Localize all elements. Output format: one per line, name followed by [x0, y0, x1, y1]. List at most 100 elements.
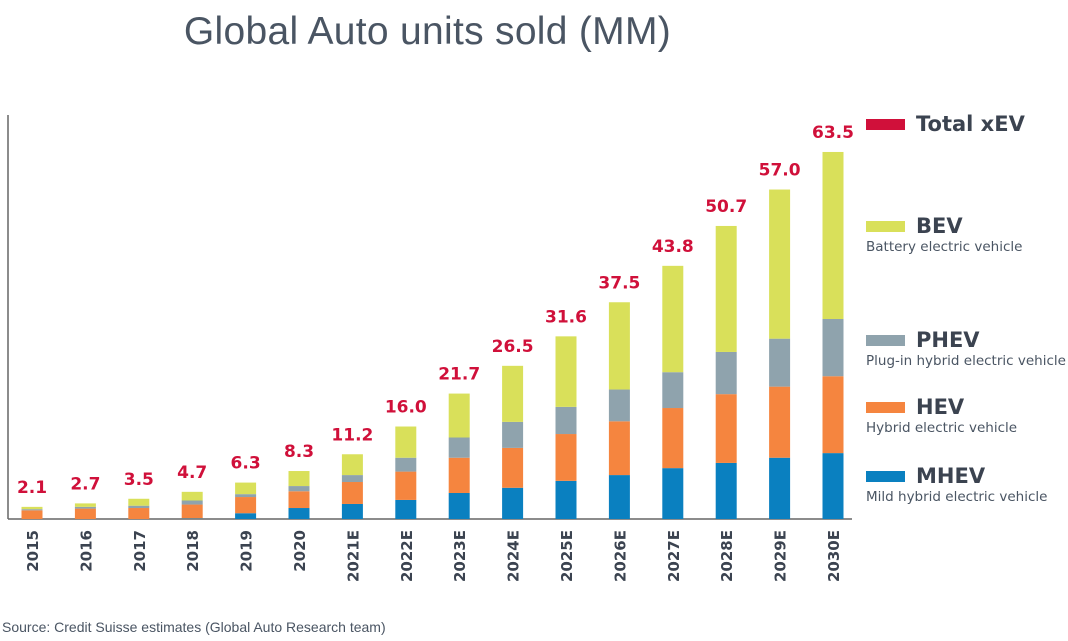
- x-tick-label-2025E: 2025E: [558, 530, 576, 582]
- total-label-2023E: 21.7: [438, 365, 480, 385]
- total-label-2024E: 26.5: [492, 337, 534, 357]
- bar-hev-2026E: [608, 421, 630, 476]
- x-tick-label-2017: 2017: [131, 530, 149, 572]
- bar-phev-2023E: [448, 437, 470, 458]
- bar-bev-2028E: [715, 225, 737, 352]
- bar-hev-2029E: [769, 386, 791, 458]
- bar-bev-2030E: [822, 151, 844, 320]
- legend-label-phev: PHEV: [916, 328, 980, 352]
- total-label-2018: 4.7: [177, 463, 207, 483]
- bar-phev-2017: [128, 505, 150, 509]
- legend-label-hev: HEV: [916, 395, 965, 419]
- bar-hev-2016: [74, 508, 96, 519]
- legend-swatch-phev: [866, 335, 905, 346]
- bar-phev-2021E: [341, 475, 363, 483]
- bar-hev-2028E: [715, 394, 737, 463]
- bar-hev-2017: [128, 508, 150, 519]
- bar-mhev-2018: [181, 518, 203, 519]
- bar-bev-2024E: [502, 365, 524, 422]
- bar-phev-2024E: [502, 421, 524, 448]
- total-label-2021E: 11.2: [331, 425, 373, 445]
- bar-bev-2017: [128, 498, 150, 506]
- bar-hev-2020: [288, 491, 310, 509]
- bar-phev-2018: [181, 500, 203, 505]
- x-tick-label-2019: 2019: [238, 530, 256, 572]
- total-label-2028E: 50.7: [705, 197, 747, 217]
- legend-desc-hev: Hybrid electric vehicle: [866, 420, 1018, 436]
- total-label-2015: 2.1: [17, 478, 47, 498]
- bar-bev-2025E: [555, 336, 577, 407]
- x-tick-label-2026E: 2026E: [611, 530, 629, 582]
- x-tick-label-2015: 2015: [24, 530, 42, 572]
- bar-mhev-2028E: [715, 462, 737, 519]
- bar-mhev-2021E: [341, 503, 363, 519]
- bar-mhev-2024E: [502, 487, 524, 519]
- x-tick-label-2024E: 2024E: [505, 530, 523, 582]
- bar-hev-2015: [21, 510, 43, 519]
- bar-phev-2028E: [715, 351, 737, 395]
- bar-hev-2018: [181, 504, 203, 519]
- bar-hev-2022E: [395, 471, 417, 500]
- bar-hev-2023E: [448, 457, 470, 493]
- bar-mhev-2022E: [395, 499, 417, 519]
- total-label-2027E: 43.8: [652, 237, 694, 257]
- x-tick-label-2016: 2016: [77, 530, 95, 572]
- bar-hev-2030E: [822, 376, 844, 454]
- bar-bev-2016: [74, 503, 96, 507]
- bar-mhev-2019: [235, 513, 257, 519]
- total-label-2030E: 63.5: [812, 123, 854, 143]
- bar-phev-2019: [235, 494, 257, 498]
- legend-swatch-hev: [866, 402, 905, 413]
- bar-phev-2027E: [662, 372, 684, 409]
- chart-title: Global Auto units sold (MM): [183, 10, 672, 53]
- total-label-2026E: 37.5: [598, 273, 640, 293]
- legend-label-mhev: MHEV: [916, 464, 986, 488]
- bar-phev-2025E: [555, 406, 577, 435]
- bar-mhev-2023E: [448, 492, 470, 519]
- total-label-2029E: 57.0: [759, 161, 801, 181]
- x-tick-label-2023E: 2023E: [451, 530, 469, 582]
- bar-mhev-2027E: [662, 468, 684, 519]
- legend-swatch-mhev: [866, 471, 905, 482]
- bar-bev-2029E: [769, 189, 791, 339]
- bar-hev-2027E: [662, 408, 684, 469]
- bar-hev-2024E: [502, 447, 524, 488]
- total-label-2025E: 31.6: [545, 307, 587, 327]
- bar-phev-2016: [74, 506, 96, 509]
- x-tick-label-2020: 2020: [291, 530, 309, 572]
- bar-phev-2015: [21, 509, 43, 511]
- legend-swatch-bev: [866, 221, 905, 232]
- legend-label-total: Total xEV: [916, 112, 1025, 136]
- bar-phev-2022E: [395, 457, 417, 472]
- bar-mhev-2029E: [769, 457, 791, 519]
- total-label-2016: 2.7: [70, 474, 100, 494]
- bar-bev-2019: [235, 482, 257, 495]
- bar-bev-2021E: [341, 454, 363, 476]
- bar-bev-2015: [21, 506, 43, 510]
- x-tick-label-2018: 2018: [184, 530, 202, 572]
- bar-mhev-2026E: [608, 475, 630, 519]
- x-tick-label-2022E: 2022E: [398, 530, 416, 582]
- total-label-2020: 8.3: [284, 442, 314, 462]
- source-note: Source: Credit Suisse estimates (Global …: [2, 619, 386, 635]
- legend-label-bev: BEV: [916, 214, 963, 238]
- bar-phev-2026E: [608, 389, 630, 422]
- bar-bev-2027E: [662, 265, 684, 373]
- bar-bev-2022E: [395, 426, 417, 458]
- total-label-2019: 6.3: [231, 454, 261, 474]
- bar-hev-2025E: [555, 434, 577, 481]
- legend-desc-phev: Plug-in hybrid electric vehicle: [866, 353, 1066, 369]
- x-tick-label-2029E: 2029E: [772, 530, 790, 582]
- bar-mhev-2025E: [555, 480, 577, 519]
- bar-phev-2030E: [822, 319, 844, 377]
- legend-desc-mhev: Mild hybrid electric vehicle: [866, 489, 1048, 505]
- x-tick-label-2028E: 2028E: [718, 530, 736, 582]
- x-tick-label-2030E: 2030E: [825, 530, 843, 582]
- x-tick-label-2027E: 2027E: [665, 530, 683, 582]
- bar-hev-2019: [235, 497, 257, 514]
- total-label-2017: 3.5: [124, 470, 154, 490]
- stacked-bar-chart: 2.1 2015 2.7 2016 3.5 2017 4.7 2018 6.3 2019 8.3 20…: [7, 115, 854, 582]
- bar-phev-2029E: [769, 338, 791, 387]
- bar-bev-2023E: [448, 393, 470, 438]
- bar-hev-2021E: [341, 482, 363, 504]
